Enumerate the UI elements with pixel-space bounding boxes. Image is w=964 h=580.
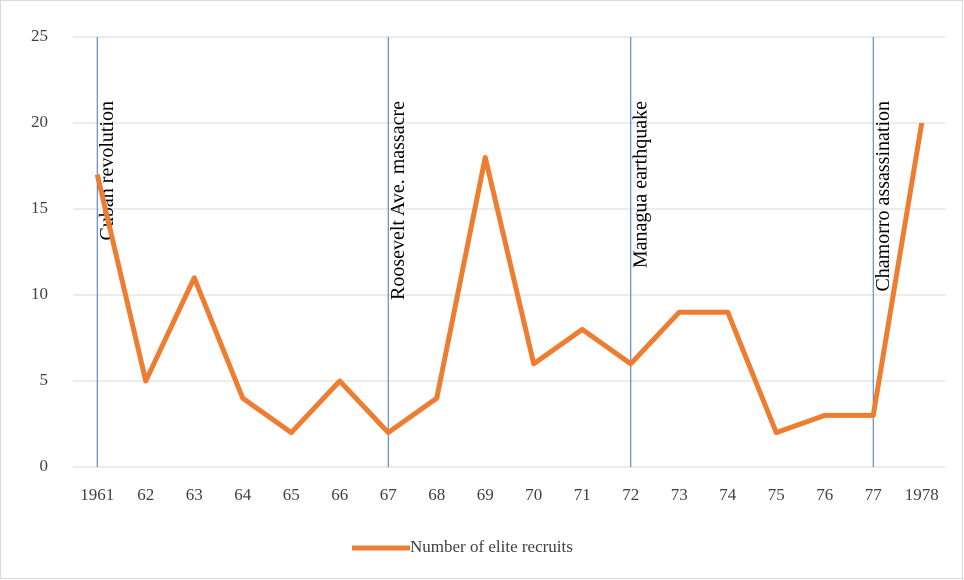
- x-tick-label: 75: [768, 485, 785, 504]
- x-tick-label: 74: [719, 485, 737, 504]
- x-tick-label: 71: [574, 485, 591, 504]
- x-tick-label: 1961: [80, 485, 114, 504]
- x-tick-label: 66: [331, 485, 348, 504]
- annotation-text: Cuban revolution: [96, 101, 118, 240]
- annotation-text: Chamorro assassination: [872, 101, 894, 292]
- y-tick-label: 20: [31, 112, 48, 131]
- x-tick-label: 64: [234, 485, 252, 504]
- annotation-text: Managua earthquake: [629, 101, 651, 268]
- x-tick-label: 72: [622, 485, 639, 504]
- x-tick-label: 77: [865, 485, 883, 504]
- x-tick-label: 65: [283, 485, 300, 504]
- x-tick-label: 69: [477, 485, 494, 504]
- x-tick-label: 76: [816, 485, 833, 504]
- x-tick-label: 73: [671, 485, 688, 504]
- data-line: [94, 122, 925, 436]
- y-tick-label: 15: [31, 198, 48, 217]
- annotation-text: Roosevelt Ave. massacre: [387, 101, 409, 300]
- y-tick-label: 25: [31, 26, 48, 45]
- x-tick-label: 70: [525, 485, 542, 504]
- y-tick-label: 0: [40, 456, 49, 475]
- x-tick-label: 62: [137, 485, 154, 504]
- x-tick-label: 1978: [905, 485, 939, 504]
- y-tick-label: 10: [31, 284, 48, 303]
- x-tick-label: 67: [380, 485, 398, 504]
- y-tick-label: 5: [40, 370, 49, 389]
- legend-label: Number of elite recruits: [410, 537, 573, 556]
- x-tick-label: 63: [186, 485, 203, 504]
- x-tick-label: 68: [428, 485, 445, 504]
